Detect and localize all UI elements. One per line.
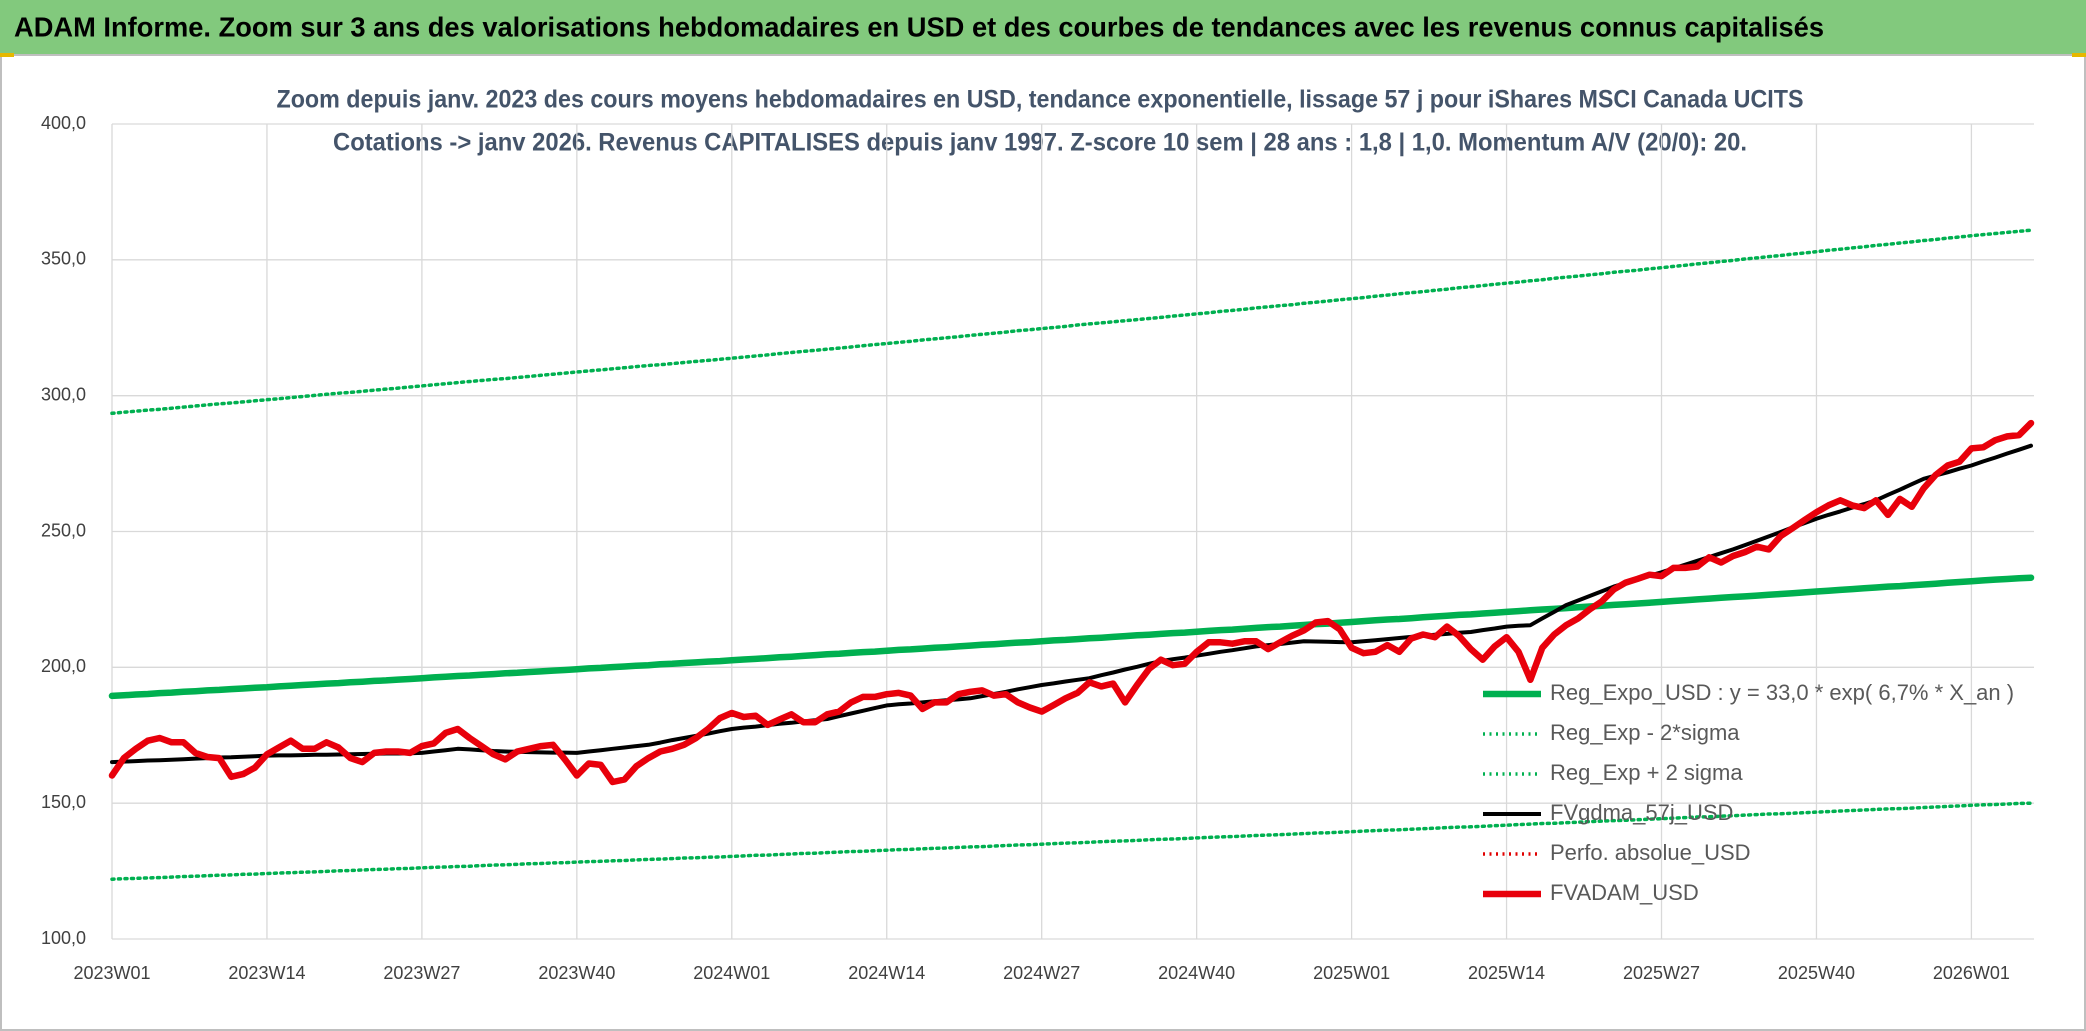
y-tick-label: 250,0 [41,520,86,540]
x-tick-label: 2023W01 [73,963,150,983]
x-tick-label: 2023W40 [538,963,615,983]
y-tick-label: 100,0 [41,928,86,948]
legend-label: Reg_Exp + 2 sigma [1550,760,1743,785]
x-tick-label: 2023W14 [228,963,305,983]
x-tick-label: 2023W27 [383,963,460,983]
chart-frame [0,54,2086,1031]
x-tick-label: 2025W40 [1778,963,1855,983]
x-tick-label: 2025W14 [1468,963,1545,983]
series-line [110,228,2033,416]
legend-label: FVgdma_57j_USD [1550,800,1733,825]
y-tick-label: 200,0 [41,656,86,676]
x-tick-label: 2024W40 [1158,963,1235,983]
x-tick-label: 2025W01 [1313,963,1390,983]
y-tick-label: 300,0 [41,384,86,404]
y-tick-label: 400,0 [41,113,86,133]
x-tick-label: 2025W27 [1623,963,1700,983]
legend-label: FVADAM_USD [1550,880,1699,905]
legend-label: Reg_Exp - 2*sigma [1550,720,1740,745]
x-tick-label: 2024W01 [693,963,770,983]
header-title: ADAM Informe. Zoom sur 3 ans des valoris… [14,11,1824,42]
y-tick-label: 150,0 [41,792,86,812]
series-line [108,419,2035,786]
chart-subtitle: Cotations -> janv 2026. Revenus CAPITALI… [333,129,1747,157]
y-tick-label: 350,0 [41,249,86,269]
x-tick-label: 2026W01 [1933,963,2010,983]
legend-label: Reg_Expo_USD : y = 33,0 * exp( 6,7% * X_… [1550,680,2014,705]
legend-label: Perfo. absolue_USD [1550,840,1751,865]
series-line [110,801,2033,881]
legend: Reg_Expo_USD : y = 33,0 * exp( 6,7% * X_… [1483,680,2014,905]
header-band [0,0,2086,54]
series-line [108,574,2035,700]
x-tick-label: 2024W14 [848,963,925,983]
chart-title: Zoom depuis janv. 2023 des cours moyens … [277,86,1804,114]
plot [108,228,2035,881]
x-tick-label: 2024W27 [1003,963,1080,983]
frame-corner [0,53,14,57]
frame-corner [2072,53,2086,57]
grid: 100,0 150,0 200,0 250,0 300,0 350,0 400,0 2023W… [41,113,2034,983]
